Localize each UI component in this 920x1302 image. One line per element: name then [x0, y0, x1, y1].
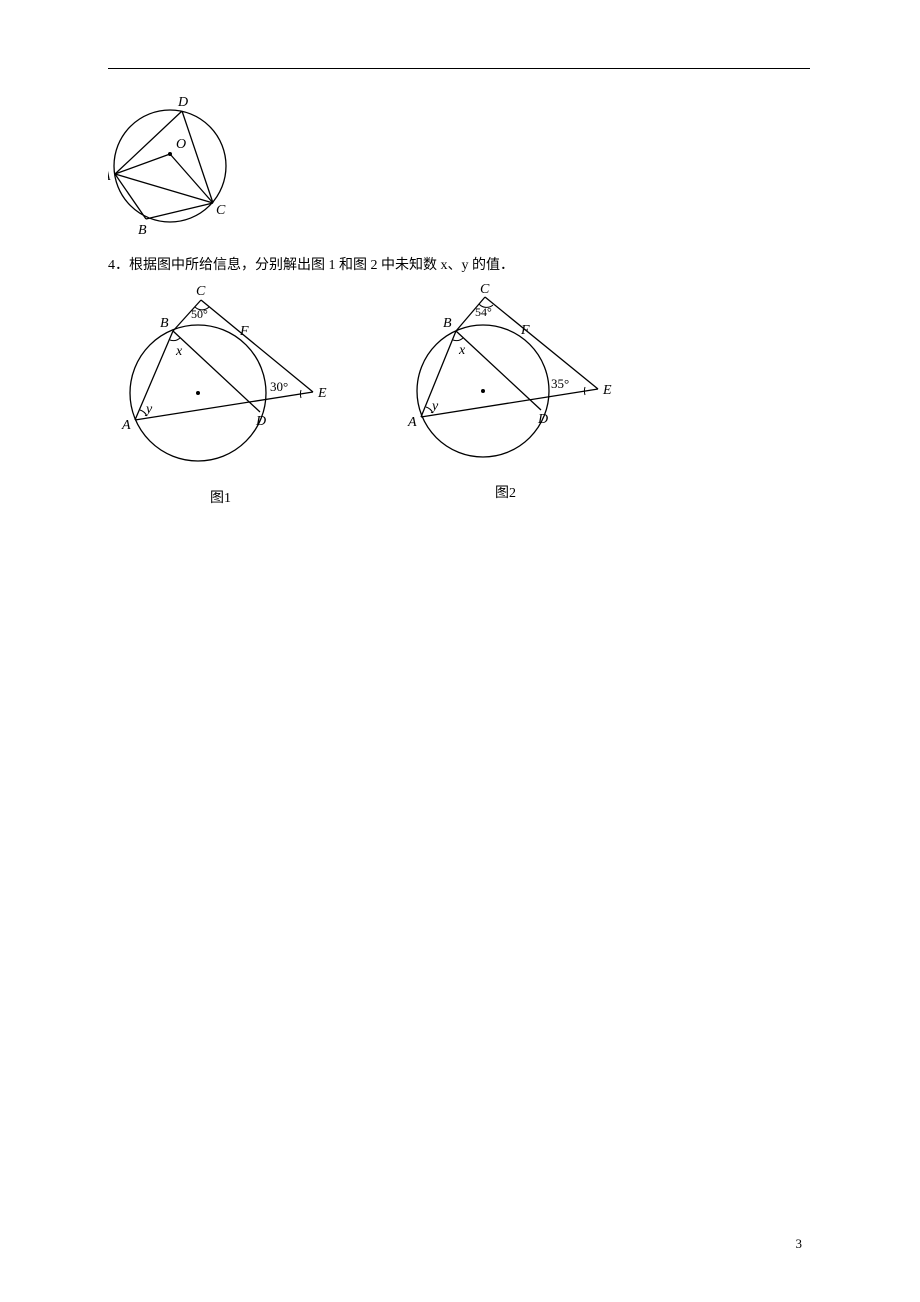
content-area: A B C D O 4．根据图中所给信息，分别解出图 1 和图 2 中未知数 x…: [108, 92, 810, 507]
fig2-arc-b-x: [453, 338, 463, 341]
fig1-arc-b-x: [170, 338, 180, 341]
seg-ad: [115, 111, 182, 174]
fig2-label-f: F: [520, 323, 530, 338]
fig2-y: y: [430, 399, 439, 414]
fig1-y: y: [144, 402, 153, 417]
figure1-svg: A B C D E F 50° 30° x y: [108, 283, 333, 483]
fig1-bd: [173, 331, 260, 412]
fig2-angle-e: 35°: [551, 376, 569, 391]
fig2-label-d: D: [537, 412, 548, 427]
fig1-ce: [201, 300, 313, 392]
fig1-label-b: B: [160, 316, 169, 331]
page-number: 3: [796, 1236, 803, 1252]
fig2-x: x: [458, 343, 466, 358]
fig1-label-e: E: [317, 386, 327, 401]
label-b: B: [138, 223, 147, 238]
fig1-angle-c: 50°: [191, 307, 208, 321]
fig2-label-b: B: [443, 316, 452, 331]
fig2-ab: [421, 331, 456, 417]
problem4-text-line: 4．根据图中所给信息，分别解出图 1 和图 2 中未知数 x、y 的值．: [108, 255, 810, 277]
fig1-center-dot: [196, 391, 200, 395]
fig1-x: x: [175, 344, 183, 359]
fig2-label-e: E: [602, 383, 612, 398]
label-o: O: [176, 137, 186, 152]
p3-labels: A B C D O: [108, 95, 226, 238]
label-d: D: [177, 95, 188, 110]
fig2-center-dot: [481, 389, 485, 393]
fig1-ab: [135, 331, 173, 420]
fig2-label-c: C: [480, 283, 490, 297]
label-c: C: [216, 203, 226, 218]
problem3-figure: A B C D O: [108, 92, 810, 247]
problem3-geometry: [114, 110, 226, 222]
seg-ba: [115, 174, 146, 219]
fig1-labels: A B C D E F 50° 30° x y: [121, 284, 327, 433]
figure1-caption: 图1: [210, 487, 231, 507]
fig2-ce: [485, 297, 598, 389]
figure1-wrap: A B C D E F 50° 30° x y 图1: [108, 283, 333, 507]
fig1-ae: [135, 392, 313, 420]
fig2-label-a: A: [407, 415, 417, 430]
fig1-label-d: D: [255, 414, 266, 429]
problem4-figures: A B C D E F 50° 30° x y 图1: [108, 283, 810, 507]
header-rule: [108, 68, 810, 69]
problem4-text: 根据图中所给信息，分别解出图 1 和图 2 中未知数 x、y 的值．: [129, 258, 514, 273]
seg-ao: [115, 154, 170, 174]
center-dot: [168, 152, 172, 156]
label-a: A: [108, 169, 111, 184]
fig2-labels: A B C D E F 54° 35° x y: [407, 283, 612, 430]
fig1-label-a: A: [121, 418, 131, 433]
fig2-angle-c: 54°: [475, 305, 492, 319]
figure2-wrap: A B C D E F 54° 35° x y 图2: [393, 283, 618, 507]
seg-oc: [170, 154, 213, 203]
fig1-angle-e: 30°: [270, 379, 288, 394]
circle-o: [114, 110, 226, 222]
fig1-label-f: F: [239, 324, 249, 339]
problem4-number: 4．: [108, 258, 129, 273]
fig1-label-c: C: [196, 284, 206, 299]
figure2-caption: 图2: [495, 482, 516, 502]
problem3-svg: A B C D O: [108, 92, 258, 242]
fig2-ae: [421, 389, 598, 417]
figure2-svg: A B C D E F 54° 35° x y: [393, 283, 618, 478]
seg-ac: [115, 174, 213, 203]
page: A B C D O 4．根据图中所给信息，分别解出图 1 和图 2 中未知数 x…: [0, 0, 920, 1302]
